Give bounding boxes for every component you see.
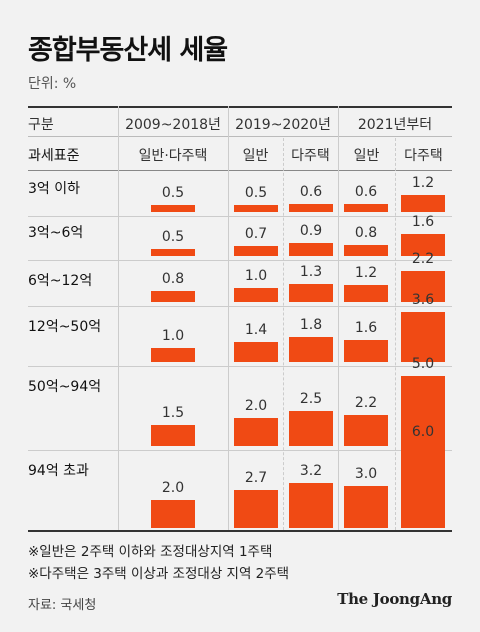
bottom-rule — [28, 530, 452, 532]
note-general: ※일반은 2주택 이하와 조정대상지역 1주택 — [28, 544, 273, 560]
value-label: 3.0 — [354, 466, 378, 482]
value-label: 0.5 — [244, 185, 268, 201]
bar — [401, 195, 445, 212]
row-label: 50억~94억 — [28, 379, 102, 395]
subheader-divider — [28, 170, 452, 171]
bar — [289, 283, 333, 302]
header-category: 구분 — [28, 117, 54, 133]
value-label: 0.9 — [299, 223, 323, 240]
value-label: 3.6 — [411, 291, 435, 308]
value-label: 1.5 — [161, 405, 185, 421]
bar — [289, 483, 333, 528]
header-tax-base: 과세표준 — [28, 148, 80, 164]
row-divider — [28, 260, 452, 261]
subheader-multi-2019: 다주택 — [291, 148, 330, 164]
header-group-2021: 2021년부터 — [357, 117, 433, 133]
value-label: 1.0 — [161, 328, 185, 344]
value-label: 0.7 — [244, 226, 268, 243]
bar — [234, 288, 278, 302]
note-multi: ※다주택은 3주택 이상과 조정대상 지역 2주택 — [28, 566, 290, 582]
value-label: 1.6 — [354, 319, 378, 336]
row-divider — [28, 306, 452, 307]
brand-logo: The JoongAng — [337, 590, 452, 608]
header-group-2009-2018: 2009~2018년 — [125, 117, 221, 133]
bar — [401, 233, 445, 256]
value-label: 1.2 — [411, 175, 435, 192]
row-label: 12억~50억 — [28, 319, 102, 335]
row-divider — [28, 366, 452, 367]
value-label: 1.8 — [299, 316, 323, 333]
chart-title: 종합부동산세 세율 — [28, 35, 228, 66]
value-label: 1.4 — [244, 322, 268, 339]
bar — [401, 311, 445, 362]
bar — [151, 205, 195, 212]
bar — [151, 348, 195, 362]
bar — [151, 425, 195, 446]
bar — [289, 411, 333, 446]
value-label: 0.5 — [161, 185, 185, 201]
subheader-multi-2021: 다주택 — [404, 148, 443, 164]
value-label: 0.8 — [161, 270, 185, 287]
bar — [401, 376, 445, 446]
bar — [401, 444, 445, 528]
bar — [289, 243, 333, 256]
bar — [344, 203, 388, 212]
bar — [344, 415, 388, 446]
bar — [344, 244, 388, 256]
value-label: 2.2 — [411, 251, 435, 268]
bar — [234, 205, 278, 212]
value-label: 1.2 — [354, 265, 378, 282]
row-label: 3억~6억 — [28, 225, 84, 241]
bar — [234, 342, 278, 362]
bar — [289, 203, 333, 212]
bar — [344, 486, 388, 528]
header-group-2019-2020: 2019~2020년 — [235, 117, 331, 133]
bar — [151, 500, 195, 528]
value-label: 2.5 — [299, 391, 323, 407]
bar — [344, 285, 388, 302]
value-label: 2.0 — [161, 480, 185, 496]
value-label: 1.3 — [299, 263, 323, 280]
bar — [151, 290, 195, 302]
col-divider-3 — [338, 106, 339, 530]
bar — [234, 418, 278, 446]
value-label: 2.7 — [244, 470, 268, 487]
value-label: 0.6 — [354, 183, 378, 200]
header-divider — [28, 136, 452, 137]
col-divider-1 — [118, 106, 119, 530]
subheader-general-2019: 일반 — [242, 148, 269, 164]
top-rule — [28, 106, 452, 108]
col-divider-2 — [228, 106, 229, 530]
subheader-general-2021: 일반 — [353, 148, 380, 164]
bar — [401, 271, 445, 302]
value-label: 0.6 — [299, 183, 323, 200]
bar — [151, 249, 195, 256]
value-label: 1.6 — [411, 213, 435, 230]
value-label: 6.0 — [411, 424, 435, 440]
unit-label: 단위: % — [28, 76, 77, 92]
value-label: 0.8 — [354, 224, 378, 241]
bar — [289, 336, 333, 362]
col-subdivider-2019 — [283, 138, 284, 530]
value-label: 3.2 — [299, 463, 323, 480]
col-subdivider-2021 — [395, 138, 396, 530]
bar — [234, 246, 278, 256]
value-label: 5.0 — [411, 356, 435, 372]
row-label: 3억 이하 — [28, 181, 80, 197]
value-label: 1.0 — [244, 268, 268, 284]
row-divider — [28, 450, 452, 451]
source-label: 자료: 국세청 — [28, 598, 97, 613]
value-label: 0.5 — [161, 229, 185, 245]
row-label: 6억~12억 — [28, 273, 93, 289]
bar — [344, 339, 388, 362]
value-label: 2.0 — [244, 398, 268, 414]
value-label: 2.2 — [354, 395, 378, 412]
row-label: 94억 초과 — [28, 463, 89, 479]
row-divider — [28, 216, 452, 217]
bar — [234, 490, 278, 528]
subheader-general-multi: 일반·다주택 — [138, 148, 208, 164]
